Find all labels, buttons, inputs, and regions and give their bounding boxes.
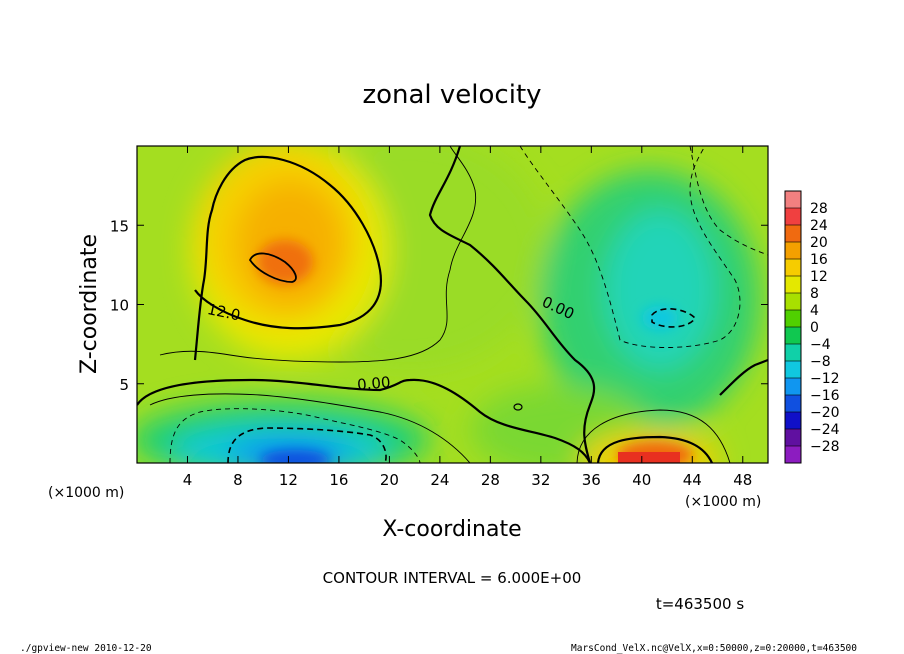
x-tick-label: 16: [329, 471, 348, 489]
colorbar-segment: [785, 327, 801, 345]
colorbar-label: 0: [810, 320, 819, 336]
colorbar-label: −28: [810, 439, 840, 455]
colorbar-segment: [785, 225, 801, 243]
x-tick-label: 24: [430, 471, 449, 489]
contour-label: 0.00: [356, 373, 391, 394]
chart-title: zonal velocity: [362, 80, 541, 110]
colorbar-label: −20: [810, 405, 840, 421]
y-tick-label: 15: [110, 217, 129, 235]
footer-left: ./gpview-new 2010-12-20: [20, 643, 152, 654]
contour-lines: [137, 146, 768, 463]
x-axis-label: X-coordinate: [382, 517, 521, 542]
contour-interval-text: CONTOUR INTERVAL = 6.000E+00: [323, 569, 582, 587]
colorbar-label: 24: [810, 218, 828, 234]
colorbar-segment: [785, 344, 801, 362]
colorbar-segment: [785, 412, 801, 430]
colorbar-label: 20: [810, 235, 828, 251]
y-tick-label: 10: [110, 297, 129, 315]
x-tick-label: 20: [380, 471, 399, 489]
x-tick-label: 28: [481, 471, 500, 489]
colorbar-segment: [785, 395, 801, 413]
colorbar-segment: [785, 242, 801, 260]
colorbar-segment: [785, 293, 801, 311]
colorbar-segment: [785, 259, 801, 277]
x-unit-left: (×1000 m): [48, 485, 124, 501]
x-tick-label: 44: [683, 471, 702, 489]
colorbar-segment: [785, 276, 801, 294]
y-tick-label: 5: [119, 376, 129, 394]
y-axis-label: Z-coordinate: [77, 234, 102, 374]
colorbar-segment: [785, 446, 801, 464]
x-tick-label: 36: [582, 471, 601, 489]
colorbar-label: −8: [810, 354, 831, 370]
colorbar-label: −12: [810, 371, 840, 387]
colorbar-label: −24: [810, 422, 840, 438]
colorbar-label: −4: [810, 337, 831, 353]
colorbar-segment: [785, 208, 801, 226]
x-tick-label: 8: [233, 471, 243, 489]
colorbar-label: 4: [810, 303, 819, 319]
colorbar-segment: [785, 429, 801, 447]
colorbar-label: 28: [810, 201, 828, 217]
x-tick-label: 48: [733, 471, 752, 489]
x-tick-label: 40: [632, 471, 651, 489]
colorbar-segment: [785, 310, 801, 328]
colorbar-label: 16: [810, 252, 828, 268]
plot-area: 12.00.000.00: [137, 146, 768, 463]
footer-right: MarsCond_VelX.nc@VelX,x=0:50000,z=0:2000…: [571, 643, 857, 654]
x-unit-right: (×1000 m): [685, 494, 761, 510]
colorbar-label: 8: [810, 286, 819, 302]
colorbar-segment: [785, 191, 801, 209]
x-tick-label: 32: [531, 471, 550, 489]
x-tick-label: 12: [279, 471, 298, 489]
time-text: t=463500 s: [656, 595, 744, 613]
x-axis-ticks: 4 8 12 16 20 24 28 32 36 40 44 48: [183, 146, 752, 489]
x-tick-label: 4: [183, 471, 193, 489]
colorbar-segment: [785, 378, 801, 396]
y-axis-ticks: 5 10 15: [110, 217, 768, 394]
colorbar-label: 12: [810, 269, 828, 285]
colorbar-segment: [785, 361, 801, 379]
colorbar-label: −16: [810, 388, 840, 404]
